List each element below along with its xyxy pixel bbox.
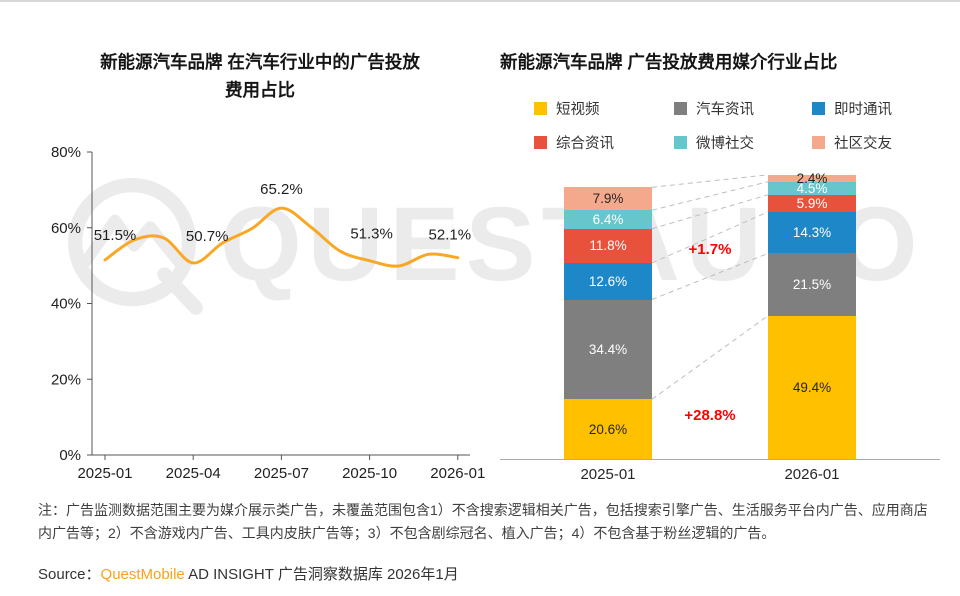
legend-item: 即时通讯 xyxy=(812,98,948,119)
bar-segment: 21.5% xyxy=(768,253,856,316)
line-chart-section: 新能源汽车品牌 在汽车行业中的广告投放费用占比 0% 20% 40% 60% 80% 20… xyxy=(30,48,490,494)
stacked-bar-plot: 20.6% 34.4% 12.6% 11.8% 6.4% 7.9% 2025-01 49.4%… xyxy=(500,169,940,483)
bar-segment: 6.4% xyxy=(564,210,652,229)
x-tick-label: 2025-01 xyxy=(77,465,132,482)
legend-item: 社区交友 xyxy=(812,132,948,153)
connector-line xyxy=(651,194,769,230)
bar-segment: 49.4% xyxy=(768,315,856,459)
bar-segment-label: 11.8% xyxy=(589,238,627,254)
bar-segment-label: 12.6% xyxy=(588,273,628,289)
legend-swatch xyxy=(812,102,825,115)
bar-segment: 12.6% xyxy=(564,262,652,300)
y-tick-label: 80% xyxy=(51,144,81,161)
point-label: 50.7% xyxy=(186,228,229,245)
trend-line xyxy=(103,206,460,268)
y-tick-label: 60% xyxy=(51,220,81,237)
connector-line xyxy=(651,315,769,400)
legend-label: 汽车资讯 xyxy=(696,102,754,118)
point-label: 51.5% xyxy=(94,227,137,244)
category-label: 2026-01 xyxy=(784,466,840,483)
stacked-chart-title: 新能源汽车品牌 广告投放费用媒介行业占比 xyxy=(500,52,838,72)
y-tick-label: 40% xyxy=(51,296,81,313)
legend-item: 综合资讯 xyxy=(534,132,674,153)
source-rest: AD INSIGHT 广告洞察数据库 2026年1月 xyxy=(184,566,459,583)
bar-segment-label: 34.4% xyxy=(588,341,628,357)
y-tick-label: 20% xyxy=(51,371,81,388)
legend-item: 汽车资讯 xyxy=(674,98,812,119)
legend-label: 即时通讯 xyxy=(834,102,892,118)
bar-segment-label: 5.9% xyxy=(796,195,828,211)
legend-swatch xyxy=(812,136,825,149)
bar-segment-label: 14.3% xyxy=(792,225,832,241)
stacked-chart-section: 新能源汽车品牌 广告投放费用媒介行业占比 短视频 汽车资讯 即时通讯综合资讯 微博社交… xyxy=(500,48,948,483)
connector-line xyxy=(651,211,769,264)
bar-segment-label: 49.4% xyxy=(792,379,832,395)
legend-label: 短视频 xyxy=(556,102,600,118)
annotation: +28.8% xyxy=(684,406,736,424)
legend-label: 微博社交 xyxy=(696,136,754,152)
annotation: +1.7% xyxy=(688,241,732,259)
bar-segment: 34.4% xyxy=(564,299,652,400)
x-tick-label: 2025-10 xyxy=(342,465,397,482)
connector-lines xyxy=(651,174,769,400)
legend-swatch xyxy=(534,136,547,149)
x-tick-label: 2026-01 xyxy=(430,465,485,482)
line-chart: 0% 20% 40% 60% 80% 2025-01 2025-04 2025-07 2025-… xyxy=(51,144,485,482)
bar-segment-label: 2.4% xyxy=(796,170,828,186)
source-brand: QuestMobile xyxy=(100,566,185,583)
legend-item: 短视频 xyxy=(534,98,674,119)
source-prefix: Source： xyxy=(38,566,101,583)
bar-segment: 11.8% xyxy=(564,228,652,263)
legend-label: 社区交友 xyxy=(834,136,892,152)
legend-swatch xyxy=(534,102,547,115)
legend: 短视频 汽车资讯 即时通讯综合资讯 微博社交 社区交友 xyxy=(500,98,948,153)
bar-segment-label: 4.5% xyxy=(796,180,828,196)
point-label: 52.1% xyxy=(429,227,472,244)
legend-swatch xyxy=(674,102,687,115)
bar-segment: 4.5% xyxy=(768,180,856,196)
x-tick-label: 2025-04 xyxy=(166,465,221,482)
legend-swatch xyxy=(674,136,687,149)
bar-segment: 2.4% xyxy=(768,171,856,186)
y-tick-label: 0% xyxy=(59,447,81,464)
bar-segment-label: 20.6% xyxy=(588,421,628,437)
bar-segment: 7.9% xyxy=(564,187,652,211)
footnote: 注：广告监测数据范围主要为媒介展示类广告，未覆盖范围包含1）不含搜索逻辑相关广告… xyxy=(38,502,928,541)
bar-segment-label: 6.4% xyxy=(592,211,624,227)
point-label: 51.3% xyxy=(350,226,393,243)
x-tick-label: 2025-07 xyxy=(254,465,309,482)
source-line: Source：QuestMobile AD INSIGHT 广告洞察数据库 20… xyxy=(38,563,459,584)
category-label: 2025-01 xyxy=(580,466,636,483)
bar-segment: 14.3% xyxy=(768,211,856,254)
legend-label: 综合资讯 xyxy=(556,136,614,152)
connector-line xyxy=(651,181,769,211)
connector-line xyxy=(651,174,769,188)
bar-segment-label: 21.5% xyxy=(792,277,832,293)
bar-segment: 5.9% xyxy=(768,194,856,212)
line-chart-title: 新能源汽车品牌 在汽车行业中的广告投放费用占比 xyxy=(100,52,420,100)
connector-line xyxy=(651,252,769,300)
bar-segment: 20.6% xyxy=(564,399,652,459)
legend-item: 微博社交 xyxy=(674,132,812,153)
point-label: 65.2% xyxy=(260,181,303,198)
bar-segment-label: 7.9% xyxy=(592,191,624,207)
